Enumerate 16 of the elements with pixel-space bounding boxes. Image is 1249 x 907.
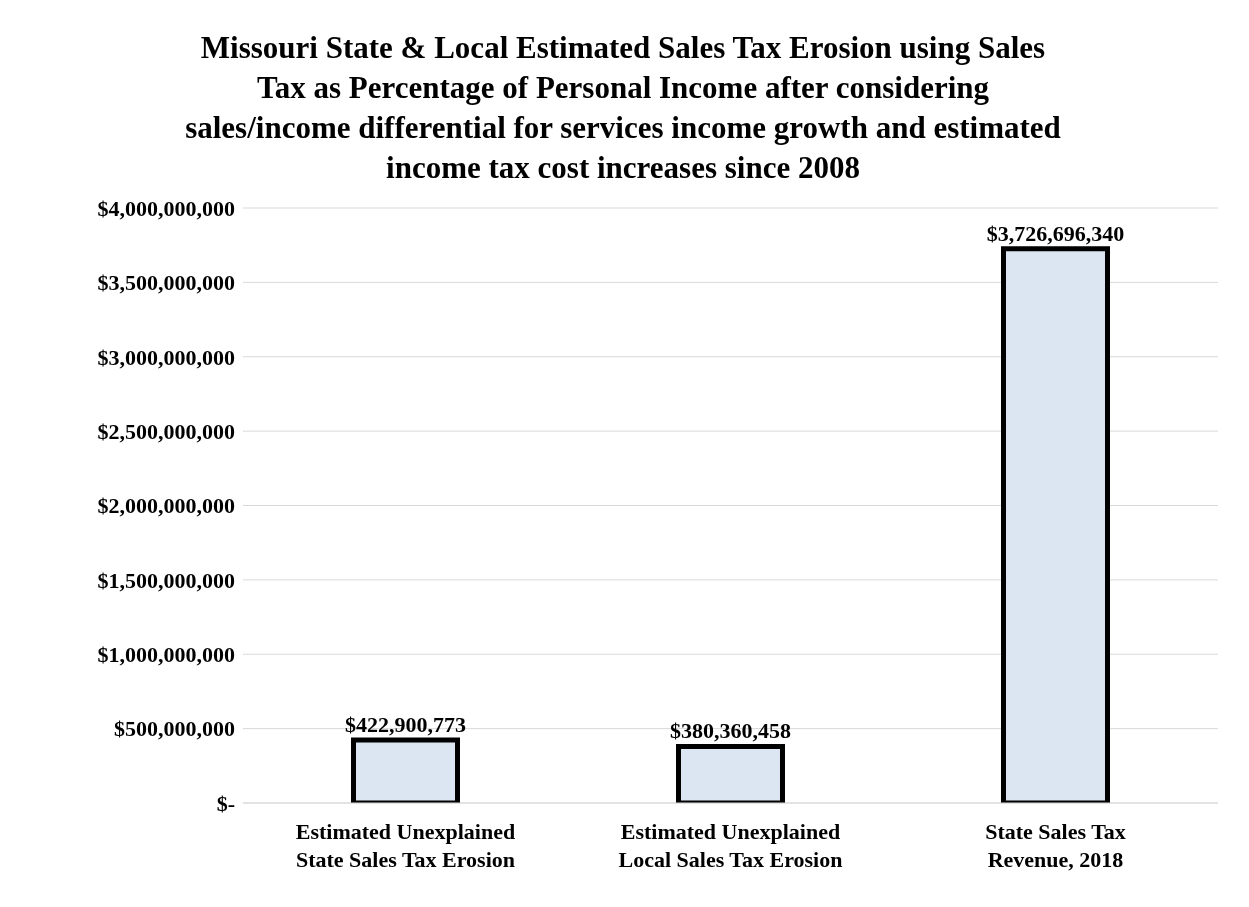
y-tick-label: $4,000,000,000 <box>97 195 235 221</box>
y-tick-label: $2,000,000,000 <box>97 493 235 519</box>
y-tick-label: $2,500,000,000 <box>97 418 235 444</box>
x-tick-label: Estimated Unexplained Local Sales Tax Erosion <box>618 819 843 872</box>
x-tick-label: Estimated Unexplained State Sales Tax Erosion <box>295 819 516 872</box>
x-tick-label: State Sales Tax Revenue, 2018 <box>985 819 1126 872</box>
data-label: $422,900,773 <box>345 712 466 738</box>
y-tick-label: $3,000,000,000 <box>97 344 235 370</box>
y-tick-label: $500,000,000 <box>114 716 235 742</box>
chart-title: Missouri State & Local Estimated Sales Tax Erosion using Sales Tax as Percentage of Personal Income after considering sales/income differential for services income growth and estimated income tax cost increases since 2008 <box>185 30 1061 185</box>
y-tick-label: $- <box>216 790 235 816</box>
data-label: $380,360,458 <box>670 718 791 744</box>
y-tick-label: $1,500,000,000 <box>97 567 235 593</box>
y-tick-label: $3,500,000,000 <box>97 270 235 296</box>
y-tick-label: $1,000,000,000 <box>97 642 235 668</box>
data-label: $3,726,696,340 <box>986 220 1125 246</box>
